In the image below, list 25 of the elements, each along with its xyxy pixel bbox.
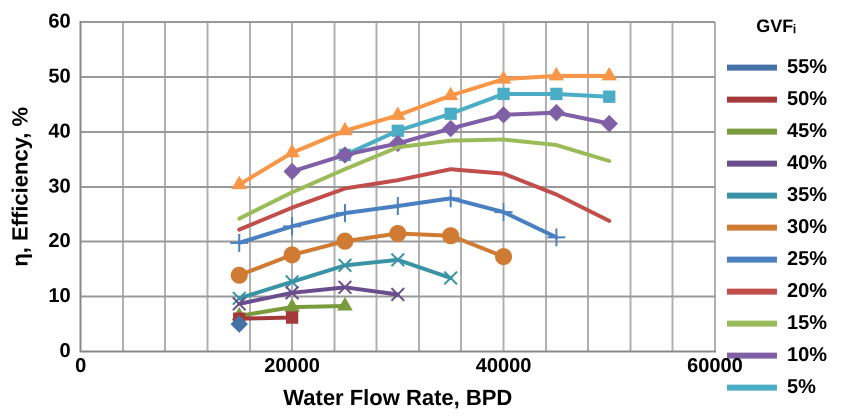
x-tick-label: 40000 xyxy=(476,355,532,378)
x-axis-title: Water Flow Rate, BPD xyxy=(283,384,512,410)
legend-label: 55% xyxy=(786,56,828,78)
legend-label: 15% xyxy=(786,312,828,334)
x-tick-label: 0 xyxy=(75,355,86,378)
y-tick-label: 10 xyxy=(48,285,71,308)
y-tick-label: 40 xyxy=(48,120,71,142)
legend-label: 40% xyxy=(786,152,828,174)
x-tick-label: 20000 xyxy=(264,355,320,378)
legend-title: GVFᵢ xyxy=(756,16,796,36)
legend-label: 20% xyxy=(786,280,828,302)
legend-label: 50% xyxy=(786,88,828,110)
y-tick-label: 50 xyxy=(48,65,71,88)
y-axis-title: η, Efficiency, % xyxy=(7,106,32,267)
legend-label: 10% xyxy=(786,344,828,366)
y-tick-label: 30 xyxy=(48,175,71,198)
y-tick-label: 60 xyxy=(48,10,71,33)
y-tick-label: 20 xyxy=(48,230,71,252)
legend-label: 25% xyxy=(786,248,828,270)
legend-label: 45% xyxy=(786,120,828,142)
x-tick-label: 60000 xyxy=(687,355,743,378)
legend-label: 5% xyxy=(786,376,816,398)
y-tick-label: 0 xyxy=(60,340,71,362)
legend-label: 30% xyxy=(786,216,828,238)
legend-label: 35% xyxy=(786,184,828,206)
